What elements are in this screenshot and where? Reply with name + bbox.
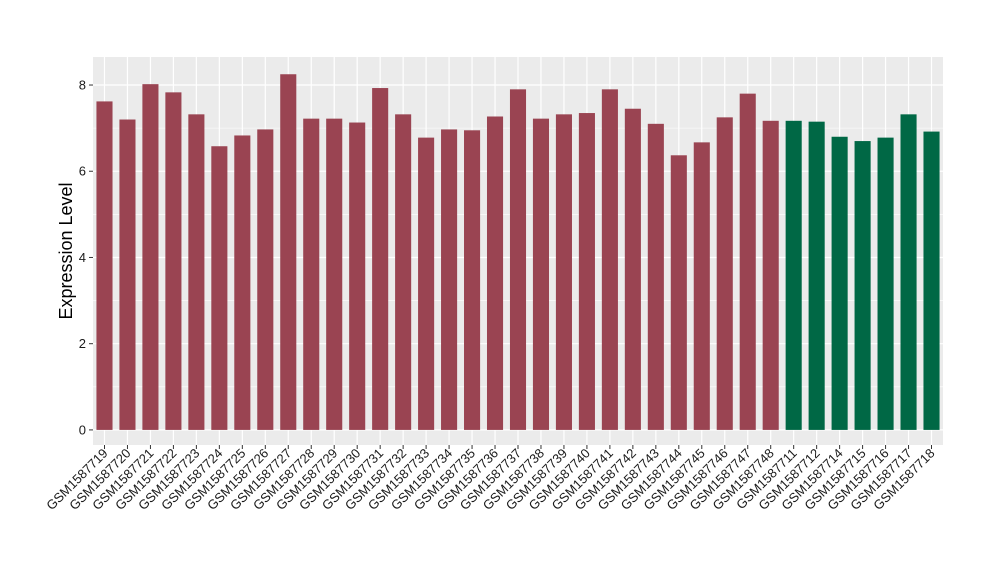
bar-GSM1587719 bbox=[96, 101, 113, 430]
bar-GSM1587711 bbox=[785, 120, 802, 430]
bar-GSM1587726 bbox=[257, 129, 274, 430]
bar-GSM1587735 bbox=[464, 130, 481, 430]
bar-GSM1587728 bbox=[303, 118, 320, 430]
x-axis-ticks: GSM1587719GSM1587720GSM1587721GSM1587722… bbox=[43, 445, 938, 513]
y-axis-title: Expression Level bbox=[56, 182, 76, 319]
bar-GSM1587718 bbox=[923, 131, 940, 430]
bar-GSM1587736 bbox=[486, 116, 504, 430]
bar-GSM1587748 bbox=[762, 120, 779, 430]
bar-GSM1587737 bbox=[509, 89, 527, 430]
bar-GSM1587720 bbox=[119, 119, 136, 430]
bar-GSM1587729 bbox=[326, 118, 343, 430]
bar-GSM1587731 bbox=[372, 88, 389, 430]
bar-GSM1587725 bbox=[234, 135, 251, 430]
bar-GSM1587712 bbox=[808, 121, 825, 430]
bar-GSM1587745 bbox=[693, 142, 710, 430]
bar-GSM1587733 bbox=[418, 137, 435, 430]
y-tick-label: 4 bbox=[79, 250, 86, 265]
bar-GSM1587716 bbox=[877, 137, 894, 430]
bar-GSM1587734 bbox=[441, 129, 458, 430]
y-tick-label: 6 bbox=[79, 164, 86, 179]
y-tick-label: 2 bbox=[79, 336, 86, 351]
bar-GSM1587743 bbox=[647, 123, 664, 430]
bar-GSM1587747 bbox=[739, 93, 756, 430]
bar-GSM1587739 bbox=[555, 114, 572, 430]
bar-GSM1587742 bbox=[624, 108, 641, 430]
bars bbox=[96, 74, 940, 430]
bar-GSM1587740 bbox=[578, 113, 595, 430]
bar-GSM1587730 bbox=[349, 122, 366, 430]
bar-GSM1587724 bbox=[211, 146, 228, 430]
y-tick-label: 0 bbox=[79, 422, 86, 437]
bar-GSM1587746 bbox=[716, 117, 733, 430]
bar-GSM1587717 bbox=[900, 114, 917, 430]
bar-GSM1587723 bbox=[188, 114, 205, 430]
bar-GSM1587732 bbox=[395, 114, 412, 430]
bar-GSM1587744 bbox=[670, 155, 687, 430]
y-tick-label: 8 bbox=[79, 78, 86, 93]
bar-GSM1587741 bbox=[601, 89, 618, 430]
y-axis-ticks: 0 2 4 6 8 bbox=[79, 78, 93, 437]
bar-GSM1587715 bbox=[854, 141, 871, 430]
bar-GSM1587738 bbox=[532, 118, 550, 430]
bar-GSM1587721 bbox=[142, 84, 159, 430]
bar-GSM1587727 bbox=[280, 74, 297, 430]
bar-GSM1587722 bbox=[165, 92, 182, 430]
bar-GSM1587714 bbox=[831, 136, 848, 430]
